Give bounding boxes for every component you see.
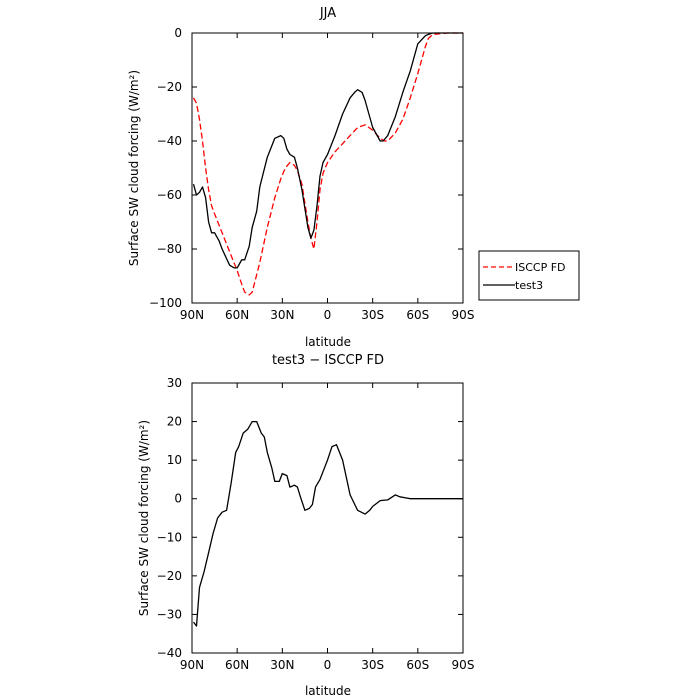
x-tick-label-bottom: 0 — [324, 658, 332, 672]
chart-title-top: JJA — [319, 6, 336, 21]
legend: ISCCP FD test3 — [478, 250, 580, 301]
x-tick-label-bottom: 30N — [270, 658, 294, 672]
series-line-difference-bottom — [192, 420, 463, 627]
y-tick-label-bottom: −40 — [157, 646, 182, 660]
x-axis-label-bottom: latitude — [305, 684, 351, 698]
y-axis-label-bottom: Surface SW cloud forcing (W/m²) — [137, 420, 151, 616]
chart-panel-top: JJA Surface SW cloud forcing (W/m²) lati… — [127, 6, 474, 349]
y-tick-label-top: −40 — [157, 134, 182, 148]
x-tick-label-top: 30N — [270, 308, 294, 322]
x-tick-label-top: 90N — [180, 308, 204, 322]
y-tick-label-bottom: 10 — [167, 453, 182, 467]
y-tick-label-bottom: −30 — [157, 607, 182, 621]
y-tick-label-top: −80 — [157, 242, 182, 256]
plot-frame-top — [191, 32, 464, 304]
x-tick-label-top: 0 — [324, 308, 332, 322]
x-axis-label-top: latitude — [305, 335, 351, 349]
y-tick-label-top: −100 — [149, 296, 182, 310]
y-axis-label-top: Surface SW cloud forcing (W/m²) — [127, 70, 141, 266]
plot-frame-bottom — [191, 382, 464, 654]
x-tick-label-top: 30S — [361, 308, 384, 322]
y-tick-label-bottom: 0 — [174, 492, 182, 506]
x-tick-label-bottom: 90S — [452, 658, 475, 672]
y-tick-label-bottom: −10 — [157, 530, 182, 544]
ticks-bottom: 90N 60N 30N 0 30S 60S 90S 30 20 10 0 −10 −20 −30 −40 — [157, 376, 475, 672]
x-tick-label-bottom: 30S — [361, 658, 384, 672]
x-tick-label-top: 90S — [452, 308, 475, 322]
y-tick-label-bottom: −20 — [157, 569, 182, 583]
x-tick-label-top: 60N — [225, 308, 249, 322]
x-tick-label-bottom: 60S — [406, 658, 429, 672]
y-tick-label-top: 0 — [174, 26, 182, 40]
chart-title-bottom: test3 − ISCCP FD — [272, 353, 384, 368]
x-tick-label-bottom: 60N — [225, 658, 249, 672]
x-tick-label-bottom: 90N — [180, 658, 204, 672]
y-tick-label-bottom: 20 — [167, 415, 182, 429]
legend-box — [478, 250, 580, 301]
x-tick-label-top: 60S — [406, 308, 429, 322]
series-layer-bottom — [192, 420, 463, 627]
y-tick-label-top: −20 — [157, 80, 182, 94]
ticks-top: 90N 60N 30N 0 30S 60S 90S 0 −20 −40 −60 −80 −100 — [149, 26, 474, 322]
series-line-isccp-fd-top — [192, 32, 463, 296]
y-axis-label-wrap: Surface SW cloud forcing (W/m²) — [137, 420, 151, 616]
y-axis-label-wrap: Surface SW cloud forcing (W/m²) — [127, 70, 141, 266]
legend-label-test3: test3 — [515, 279, 543, 292]
chart-panel-bottom: test3 − ISCCP FD Surface SW cloud forcin… — [137, 353, 474, 698]
y-tick-label-top: −60 — [157, 188, 182, 202]
y-tick-label-bottom: 30 — [167, 376, 182, 390]
legend-label-isccp: ISCCP FD — [515, 261, 566, 274]
series-line-test3-top — [192, 32, 463, 269]
series-layer-top — [192, 32, 463, 296]
